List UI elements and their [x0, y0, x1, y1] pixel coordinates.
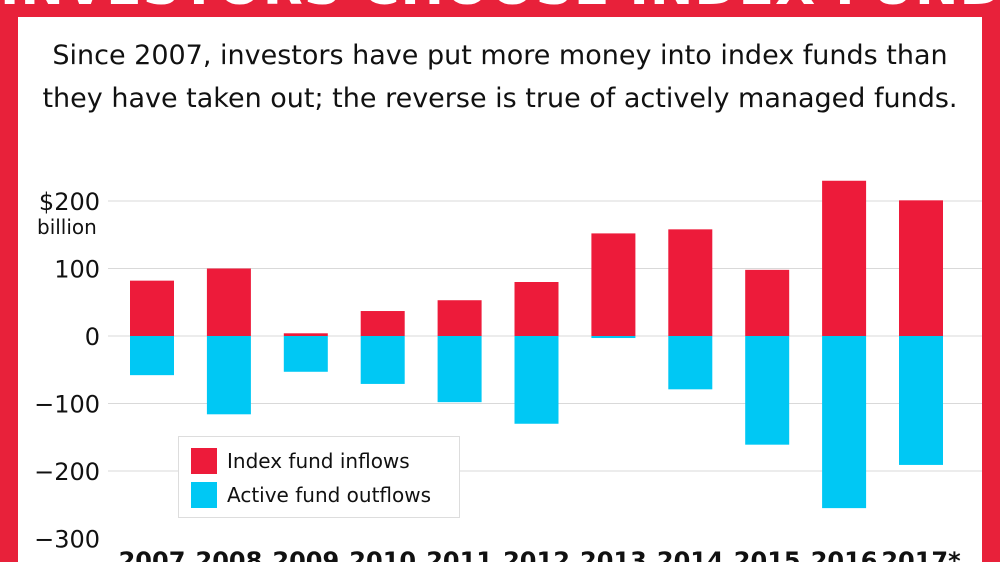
bar-active-outflow-2011 [437, 336, 482, 403]
bar-active-outflow-2015 [745, 336, 790, 445]
bar-index-inflow-2012 [514, 282, 559, 336]
bar-index-inflow-2017 [899, 200, 943, 336]
x-tick-label: 2015 [734, 547, 801, 562]
y-axis-ticks: $200 100 0 −100 −200 −300 [34, 188, 100, 554]
headline: INVESTORS CHOOSE INDEX FUNDS [0, 0, 1000, 16]
bar-active-outflow-2014 [668, 336, 713, 390]
bar-index-inflow-2014 [668, 229, 713, 336]
bar-index-inflow-2008 [206, 268, 251, 336]
bar-index-inflow-2007 [130, 280, 174, 336]
y-tick-label: $200 [39, 188, 100, 216]
subtitle: Since 2007, investors have put more mone… [42, 40, 958, 114]
bar-active-outflow-2007 [130, 336, 174, 376]
bar-index-inflow-2010 [360, 311, 405, 336]
bars [130, 180, 943, 509]
y-tick-label: 0 [85, 323, 100, 351]
bar-active-outflow-2016 [822, 336, 867, 509]
x-tick-label: 2008 [196, 547, 263, 562]
bar-active-outflow-2012 [514, 336, 559, 424]
bar-active-outflow-2017 [899, 336, 943, 465]
bar-index-inflow-2009 [283, 333, 328, 336]
legend: Index fund inflows Active fund outflows [178, 436, 460, 518]
bar-index-inflow-2015 [745, 269, 790, 336]
legend-swatch-active [191, 482, 217, 508]
bar-index-inflow-2011 [437, 300, 482, 336]
y-tick-label: −100 [34, 391, 100, 419]
x-tick-label: 2011 [426, 547, 493, 562]
x-tick-label: 2014 [657, 547, 724, 562]
x-tick-label: 2010 [349, 547, 416, 562]
legend-label-index: Index fund inflows [227, 449, 410, 473]
bar-index-inflow-2016 [822, 180, 867, 336]
legend-item-active: Active fund outflows [191, 481, 431, 509]
y-axis-unit: billion [37, 215, 97, 239]
x-tick-label: 2016 [811, 547, 878, 562]
x-tick-label: 2009 [272, 547, 339, 562]
x-tick-label: 2007 [119, 547, 186, 562]
bar-active-outflow-2010 [360, 336, 405, 384]
y-tick-label: −300 [34, 526, 100, 554]
bar-active-outflow-2013 [591, 336, 636, 339]
x-tick-label: 2012 [503, 547, 570, 562]
bar-active-outflow-2009 [283, 336, 328, 372]
bar-active-outflow-2008 [206, 336, 251, 415]
legend-item-index: Index fund inflows [191, 447, 410, 475]
x-axis-ticks: 2007 2008 2009 2010 2011 2012 2013 2014 2015 2016… [119, 547, 962, 562]
y-tick-label: 100 [54, 256, 100, 284]
x-tick-label: 2017* [881, 547, 961, 562]
x-tick-label: 2013 [580, 547, 647, 562]
bar-index-inflow-2013 [591, 233, 636, 336]
y-tick-label: −200 [34, 458, 100, 486]
legend-label-active: Active fund outflows [227, 483, 432, 507]
legend-swatch-index [191, 448, 217, 474]
